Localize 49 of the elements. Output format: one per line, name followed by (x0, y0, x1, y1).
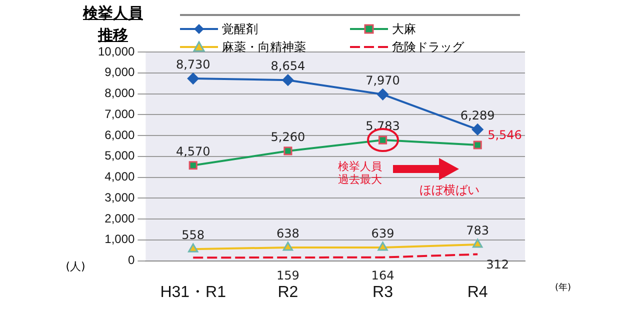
data-label: 159 (276, 268, 300, 282)
point (378, 242, 388, 251)
data-label: 8,730 (176, 58, 210, 72)
y-tick-label: 4,000 (104, 170, 136, 184)
data-label: 638 (276, 226, 300, 240)
legend-label: 危険ドラッグ (392, 38, 464, 56)
point (472, 124, 484, 136)
annotation: 検挙人員過去最大 (336, 160, 383, 186)
data-label: 639 (371, 226, 394, 240)
y-axis-title: (人) (66, 258, 86, 274)
data-label: 8,654 (270, 59, 306, 74)
point (377, 88, 389, 100)
point (188, 243, 198, 252)
point (472, 238, 483, 248)
point (284, 146, 292, 156)
y-tick-label: 1,000 (104, 232, 136, 246)
annotation: ほぼ横ばい (420, 182, 480, 197)
legend-label: 大麻 (392, 20, 416, 38)
x-tick-label: R4 (467, 284, 488, 301)
x-tick-label: H31・R1 (160, 284, 226, 301)
x-axis-title: (年) (555, 282, 572, 294)
y-tick-label: 3,000 (104, 190, 136, 204)
data-label: 558 (182, 228, 205, 242)
data-label: 4,570 (176, 144, 210, 158)
data-label: 7,970 (366, 73, 400, 88)
data-label: 164 (371, 268, 394, 282)
data-label: 6,289 (460, 108, 495, 122)
data-label: 5,546 (488, 128, 522, 142)
y-tick-label: 5,000 (104, 148, 136, 163)
legend-label: 覚醒剤 (222, 20, 258, 38)
point (282, 242, 294, 251)
point (188, 161, 198, 170)
y-tick-label: 8,000 (104, 86, 136, 100)
y-tick-label: 0 (128, 253, 136, 268)
data-label: 783 (466, 223, 490, 238)
y-tick-label: 6,000 (104, 128, 136, 142)
legend-label: 麻薬・向精神薬 (222, 38, 306, 56)
y-tick-label: 9,000 (104, 65, 136, 80)
point (282, 74, 294, 86)
x-tick-label: R2 (278, 284, 298, 301)
data-label: 5,260 (270, 130, 306, 144)
data-label: 312 (486, 257, 510, 272)
y-tick-label: 7,000 (104, 106, 136, 121)
point (187, 72, 199, 84)
x-tick-label: R3 (372, 284, 394, 301)
point (473, 140, 482, 150)
y-tick-label: 2,000 (104, 211, 136, 226)
y-tick-label: 10,000 (98, 44, 136, 58)
chart-title: 検挙人員推移 (82, 3, 144, 46)
